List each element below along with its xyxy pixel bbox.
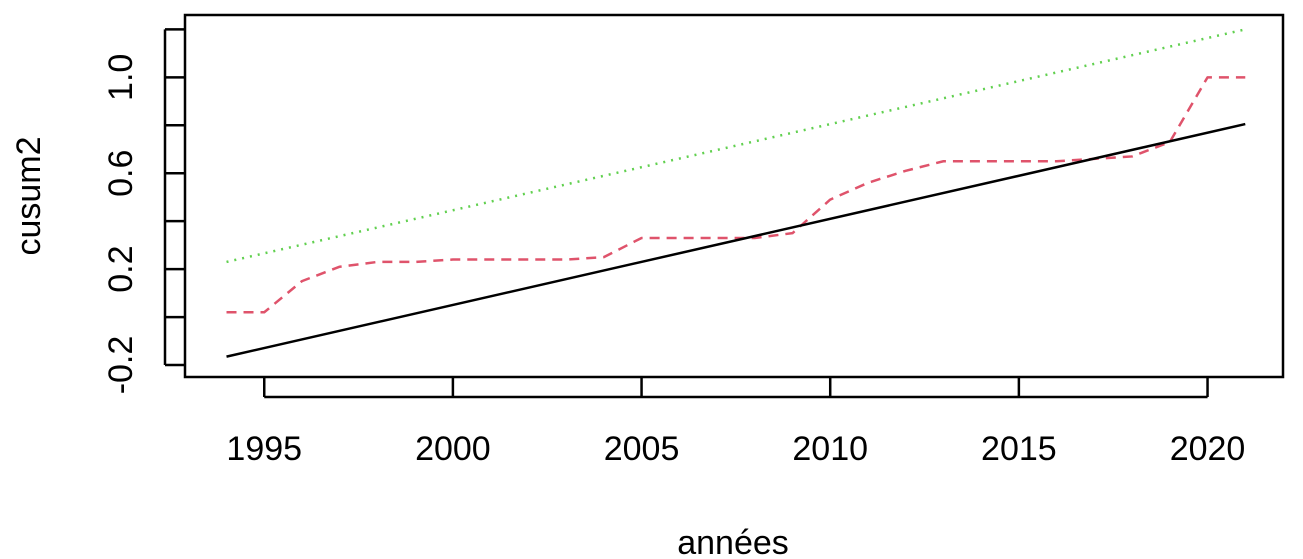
x-tick-label: 1995 [226,430,302,468]
y-tick-label: 1.0 [102,54,140,101]
x-tick-label: 2000 [415,430,491,468]
x-tick-label: 2020 [1170,430,1246,468]
x-axis: 1995 2000 2005 2010 2015 2020 [226,377,1245,468]
y-axis-title: cusum2 [10,136,48,255]
series-line-lower [226,122,1246,358]
x-tick-label: 2005 [604,430,680,468]
series-layer [226,28,1246,358]
y-tick-label: 0.2 [102,245,140,292]
x-tick-label: 2010 [792,430,868,468]
x-axis-title: années [677,524,789,559]
y-axis: -0.2 0.2 0.6 1.0 [102,28,185,395]
y-tick-label: 0.6 [102,150,140,197]
y-tick-label: -0.2 [102,336,140,395]
plot-frame [183,13,1285,379]
series-line-cusum2 [226,76,1246,314]
x-tick-label: 2015 [981,430,1057,468]
series-line-upper [226,28,1246,264]
